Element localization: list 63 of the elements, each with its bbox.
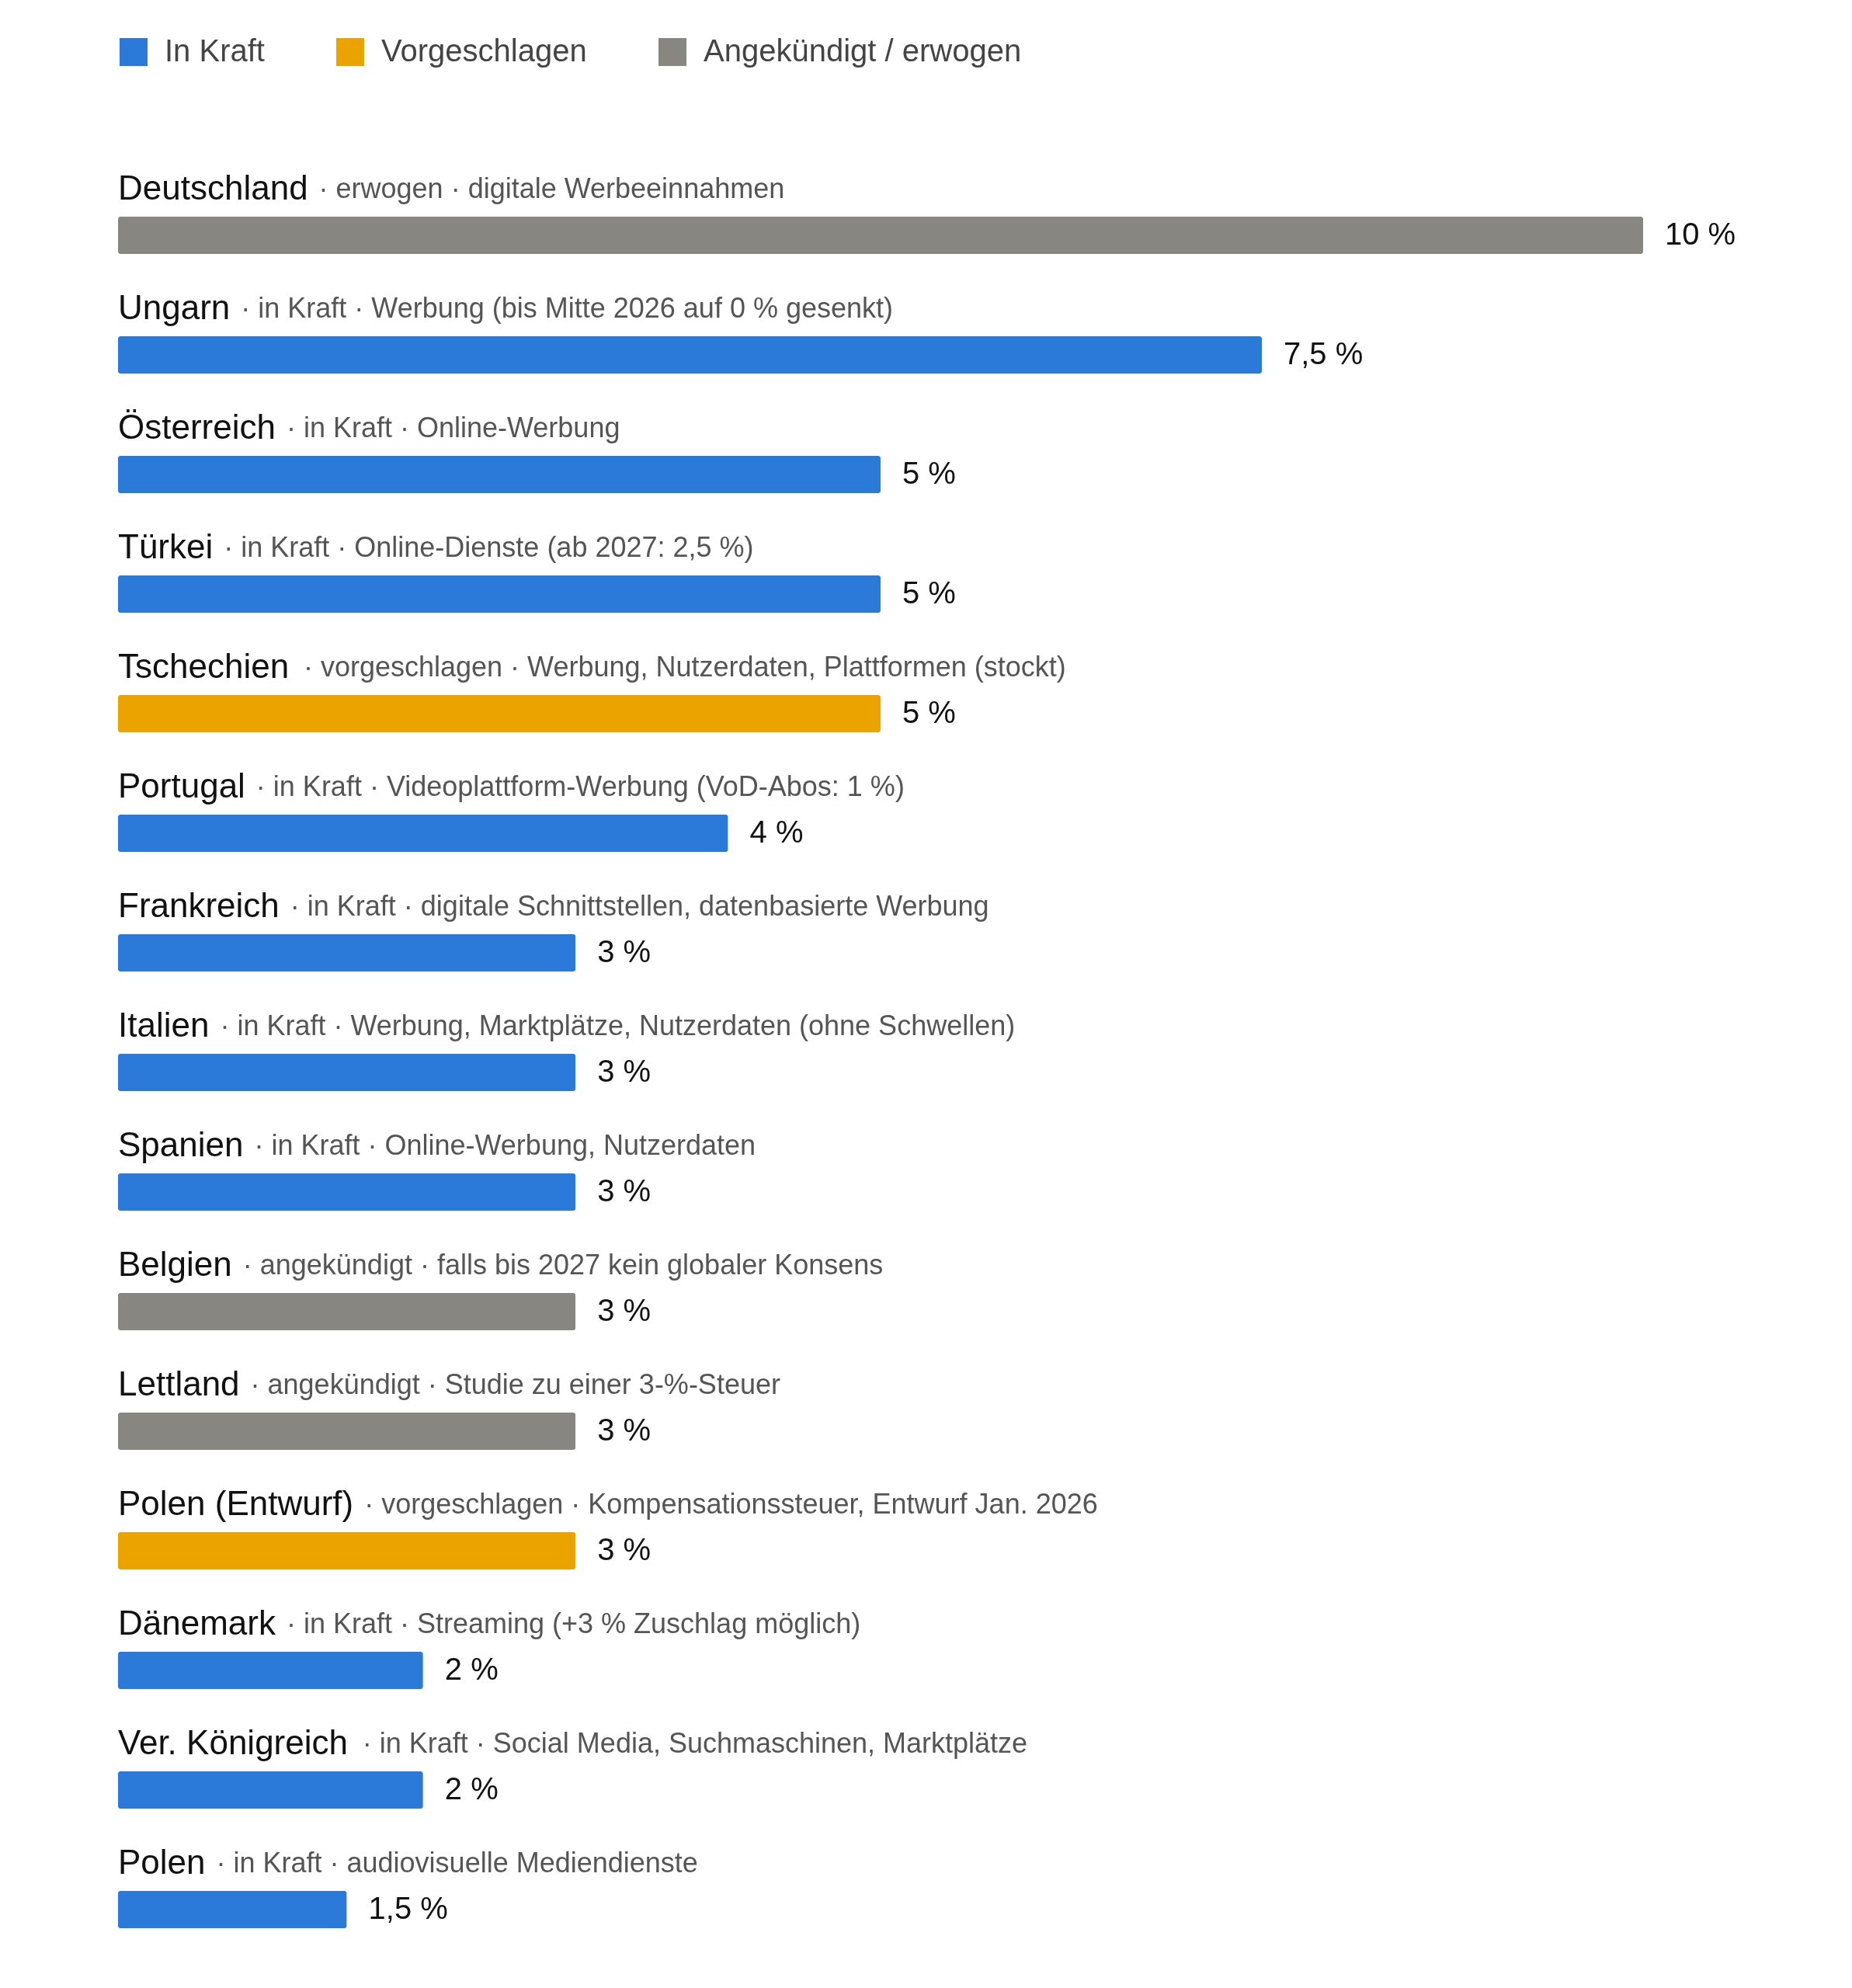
y-tick-label: Belgien (118, 1245, 232, 1283)
y-tick-label: Ver. Königreich (118, 1723, 348, 1761)
data-label: 7,5 % (1284, 336, 1364, 370)
annotation: · angekündigt · Studie zu einer 3-%-Steuer (250, 1368, 780, 1400)
bar (118, 1173, 576, 1211)
bar (118, 934, 576, 971)
bar (118, 575, 881, 613)
y-tick-label: Deutschland (118, 169, 308, 207)
bar (118, 217, 1643, 254)
data-label: 3 % (597, 1532, 652, 1566)
data-label: 2 % (444, 1771, 499, 1806)
y-tick-label: Spanien (118, 1125, 244, 1163)
y-tick-label: Polen (Entwurf) (118, 1484, 354, 1522)
data-label: 3 % (597, 1293, 652, 1327)
y-tick-label: Polen (118, 1843, 206, 1881)
annotation: · in Kraft · Werbung, Marktplätze, Nutzerdaten (ohne Schwellen) (220, 1010, 1016, 1041)
annotation: · in Kraft · Online-Werbung (286, 412, 620, 443)
data-label: 3 % (597, 1413, 652, 1447)
annotation: · vorgeschlagen · Werbung, Nutzerdaten, Plattformen (stockt) (303, 651, 1066, 683)
y-tick-label: Dänemark (118, 1604, 276, 1642)
bar (118, 1771, 423, 1809)
bar (118, 1413, 576, 1450)
legend-label: In Kraft (165, 33, 265, 68)
data-label: 3 % (597, 1054, 652, 1088)
bar (118, 1652, 423, 1689)
bar (118, 336, 1262, 374)
bar (118, 1054, 576, 1091)
legend-label: Vorgeschlagen (381, 33, 587, 68)
annotation: · vorgeschlagen · Kompensationssteuer, Entwurf Jan. 2026 (364, 1488, 1098, 1520)
bar (118, 1891, 347, 1928)
data-label: 4 % (749, 815, 804, 849)
y-tick-label: Frankreich (118, 886, 280, 924)
data-label: 5 % (902, 695, 956, 729)
bar (118, 1293, 576, 1330)
y-tick-label: Ungarn (118, 288, 231, 326)
y-tick-label: Tschechien (118, 647, 290, 685)
data-label: 1,5 % (368, 1891, 448, 1925)
legend-label: Angekündigt / erwogen (704, 33, 1022, 68)
bar (118, 695, 881, 732)
data-label: 3 % (597, 1173, 652, 1208)
bar (118, 456, 881, 493)
data-label: 5 % (902, 456, 956, 490)
y-tick-label: Türkei (118, 527, 214, 565)
y-tick-label: Lettland (118, 1364, 240, 1402)
annotation: · in Kraft · Online-Dienste (ab 2027: 2,5 %) (224, 531, 754, 563)
annotation: · angekündigt · falls bis 2027 kein globaler Konsens (242, 1249, 884, 1281)
y-tick-label: Portugal (118, 766, 245, 805)
data-label: 10 % (1665, 217, 1736, 251)
y-tick-label: Italien (118, 1006, 210, 1044)
annotation: · in Kraft · Werbung (bis Mitte 2026 auf 0 % gesenkt) (241, 292, 894, 324)
annotation: · in Kraft · Streaming (+3 % Zuschlag möglich) (286, 1607, 861, 1639)
data-label: 3 % (597, 934, 652, 968)
bar (118, 815, 728, 852)
annotation: · in Kraft · audiovisuelle Mediendienste (216, 1847, 698, 1879)
annotation: · in Kraft · Videoplattform-Werbung (VoD-Abos: 1 %) (255, 770, 905, 802)
y-tick-label: Österreich (118, 408, 276, 446)
data-label: 5 % (902, 575, 956, 610)
bar (118, 1532, 576, 1569)
annotation: · in Kraft · Online-Werbung, Nutzerdaten (254, 1129, 756, 1161)
data-label: 2 % (444, 1652, 499, 1686)
annotation: · erwogen · digitale Werbeeinnahmen (318, 172, 785, 204)
annotation: · in Kraft · digitale Schnittstellen, datenbasierte Werbung (290, 890, 989, 922)
annotation: · in Kraft · Social Media, Suchmaschinen, Marktplätze (362, 1727, 1028, 1759)
